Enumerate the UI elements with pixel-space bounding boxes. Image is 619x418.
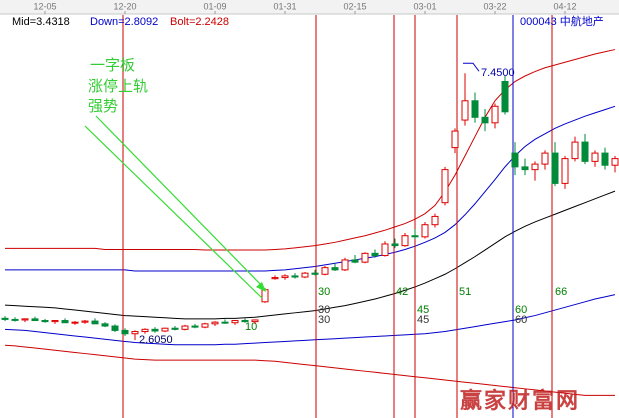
x-tick-label: 04-12 [553,1,576,11]
max-label: 7.4500 [481,67,515,79]
candle-body [91,320,99,325]
marker-label: 30 [318,314,330,326]
candle-body [131,331,139,335]
candle-body [491,105,499,124]
candles [1,73,619,341]
candle-body [251,319,259,323]
candle-body [601,152,609,166]
candle-body [371,252,379,257]
indicator-value: Down=2.8092 [90,16,158,28]
candle-body [461,100,469,121]
x-tick-label: 02-15 [343,1,366,11]
indicator-value: Bolt=2.2428 [170,16,229,28]
candle-body [1,317,9,320]
marker-label: 45 [417,314,429,326]
x-tick-label: 03-01 [413,1,436,11]
candle-body [481,116,489,124]
stock-name: 000043 中航地产 [520,14,604,28]
band-line [4,190,616,320]
candle-body [11,318,19,321]
candle-body [591,152,599,162]
candle-body [201,323,209,328]
annotation-arrow [84,125,263,299]
annotation-text: 强势 [88,98,118,115]
annotation-arrow [95,115,267,291]
candle-body [611,158,619,166]
candle-body [391,243,399,247]
x-tick-label: 01-09 [203,1,226,11]
candle-body [521,166,529,171]
min-label: 2.6050 [139,334,173,346]
candle-body [471,100,479,118]
candle-body [551,152,559,184]
candle-body [81,320,89,323]
candle-body [291,275,299,278]
candle-body [571,141,579,160]
candle-body [361,252,369,263]
candle-body [61,320,69,324]
candle-body [531,163,539,171]
candle-body [311,272,319,275]
marker-label: 10 [245,321,257,333]
candle-body [401,235,409,247]
watermark: 赢家财富网 [460,388,580,413]
x-tick-label: 03-22 [483,1,506,11]
candle-body [221,321,229,324]
x-tick-label: 01-31 [273,1,296,11]
candle-body [121,329,129,335]
candle-body [51,320,59,323]
candle-body [581,141,589,162]
candle-body [151,328,159,332]
marker-label: 66 [555,286,567,298]
candle-body [351,259,359,263]
candle-body [541,152,549,165]
candle-body [511,152,519,168]
marker-label: 30 [318,304,330,316]
candle-body [501,81,509,113]
candle-body [31,318,39,322]
candle-body [561,158,569,184]
candle-body [331,267,339,271]
annotation-text: 涨停上轨 [88,78,148,95]
marker-label: 30 [318,286,330,298]
max-pointer [463,62,480,72]
candle-body [441,169,449,204]
candle-body [21,318,29,321]
candle-body [341,259,349,271]
candle-body [191,325,199,328]
candle-body [141,328,149,333]
candle-body [381,243,389,257]
candle-body [181,325,189,330]
arrow-head [256,282,266,292]
marker-label: 51 [459,286,471,298]
candle-body [211,321,219,325]
x-tick-label: 12-20 [113,1,136,11]
candle-body [171,327,179,330]
candle-body [431,215,439,226]
marker-label: 60 [515,304,527,316]
marker-label: 42 [396,286,408,298]
indicator-value: Mid=3.4318 [12,16,70,28]
candle-body [231,320,239,324]
candle-body [281,275,289,279]
marker-label: 60 [515,314,527,326]
candle-body [451,130,459,149]
candle-body [101,323,109,327]
candle-body [241,320,249,323]
candle-body [71,321,79,324]
annotation-text: 一字板 [90,56,135,74]
marker-label: 45 [417,304,429,316]
candle-body [421,224,429,238]
candle-body [161,327,169,332]
date-bar [0,0,619,14]
candle-body [271,277,279,280]
x-tick-label: 12-05 [33,1,56,11]
candle-body [111,325,119,331]
candle-body [321,267,329,275]
candle-body [41,320,49,323]
candle-body [411,235,419,238]
candle-body [301,272,309,278]
